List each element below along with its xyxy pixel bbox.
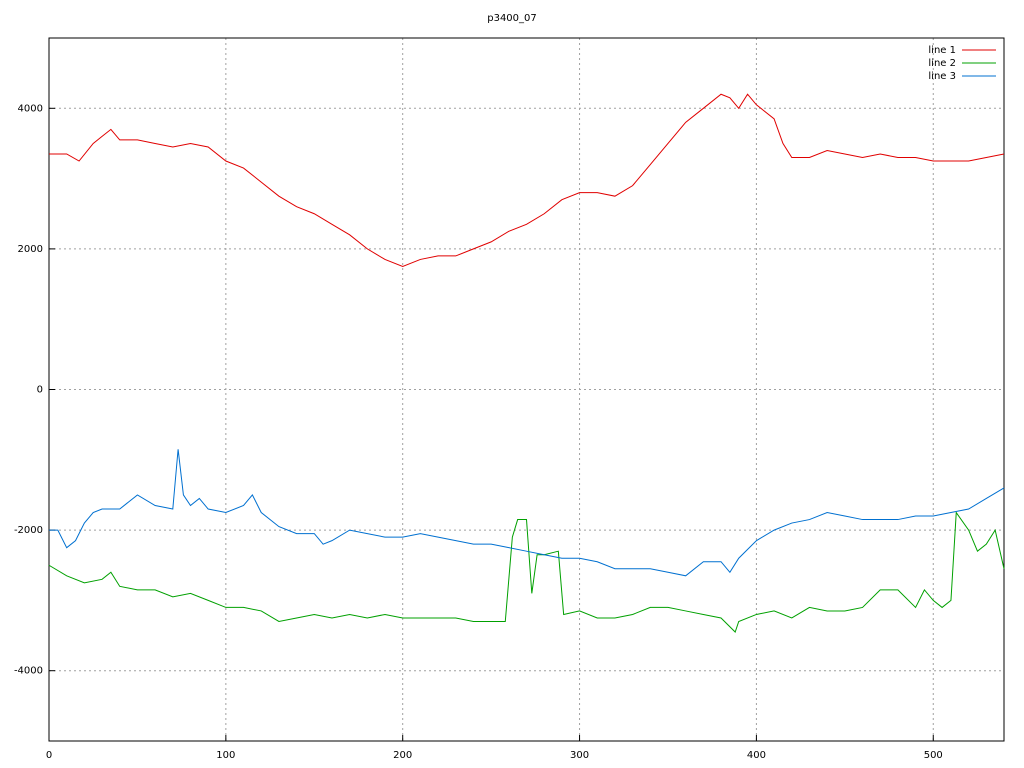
y-tick-label: 0 (37, 385, 43, 396)
x-tick-label: 200 (393, 750, 412, 761)
plot-border (48, 37, 1005, 742)
x-tick-label: 400 (747, 750, 766, 761)
x-tick-label: 0 (46, 750, 52, 761)
x-tick-label: 100 (216, 750, 235, 761)
x-tick-label: 300 (570, 750, 589, 761)
x-tick-label: 500 (924, 750, 943, 761)
legend-label: line 2 (928, 58, 956, 69)
legend-label: line 3 (928, 71, 956, 82)
y-tick-label: 4000 (18, 103, 43, 114)
y-tick-label: 2000 (18, 244, 43, 255)
y-tick-label: -4000 (14, 666, 43, 677)
chart-title: p3400_07 (487, 13, 537, 24)
legend-label: line 1 (928, 45, 956, 56)
data-line (49, 449, 1005, 577)
y-tick-label: -2000 (14, 525, 43, 536)
data-line (49, 93, 1005, 268)
